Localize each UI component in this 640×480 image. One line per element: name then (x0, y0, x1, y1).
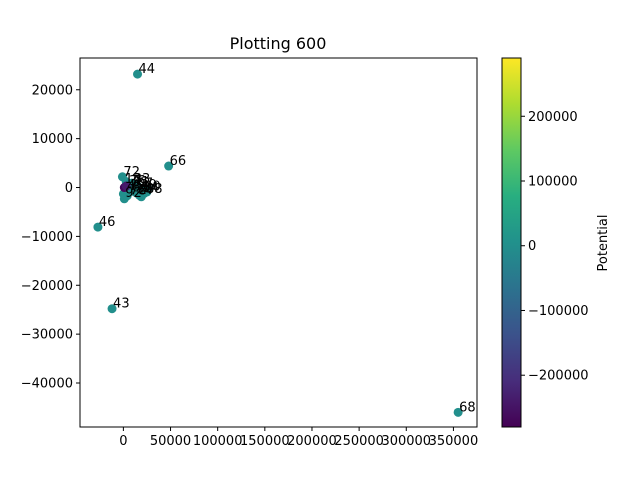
data-point (142, 187, 152, 197)
y-tick-label: −10000 (21, 230, 73, 245)
point-label: 44 (139, 62, 156, 77)
x-axis: 0 50000 1000001500002000002500003000003500… (119, 427, 478, 449)
colorbar-tick-label: 100000 (528, 175, 578, 190)
y-tick-label: −30000 (21, 328, 73, 343)
colorbar-tick-label: 200000 (528, 110, 578, 125)
point-label: 66 (170, 154, 187, 169)
data-point (133, 69, 143, 79)
cluster-point-label: 33 (134, 172, 151, 187)
colorbar-tick-label: 0 (528, 239, 536, 254)
data-point (131, 182, 141, 192)
cluster-point-label: 29 (140, 178, 157, 193)
cluster-point-label: 54 (142, 181, 159, 196)
data-point (453, 407, 463, 417)
chart-title: Plotting 600 (230, 34, 327, 53)
x-tick-label: 300000 (381, 434, 431, 449)
cluster-point-label: 78 (130, 183, 147, 198)
y-tick-label: 0 (65, 181, 73, 196)
data-point (93, 222, 103, 232)
point-label: 43 (113, 297, 130, 312)
plot-area-frame (79, 57, 478, 428)
cluster-point-label: 92 (125, 186, 142, 201)
data-point (122, 191, 132, 201)
cluster-point-label: 57 (137, 177, 154, 192)
colorbar-tick-label: −100000 (528, 304, 589, 319)
colorbar-label: Potential (596, 215, 611, 272)
y-tick-label: 10000 (32, 132, 73, 147)
x-tick-label: 0 (119, 434, 127, 449)
x-tick-label: 200000 (287, 434, 337, 449)
point-label: 72 (123, 165, 140, 180)
cluster-point-label: 12 (125, 172, 142, 187)
cluster-point-label: 27 (138, 183, 155, 198)
point-labels-layer: 44 66 72 46 43 68 1236815729904563189227785433… (99, 62, 476, 415)
data-point (121, 181, 131, 191)
y-tick-label: 20000 (32, 83, 73, 98)
cluster-point-label: 63 (132, 180, 149, 195)
y-tick-label: −20000 (21, 279, 73, 294)
point-label: 68 (459, 400, 476, 415)
x-tick-label: 350000 (429, 434, 479, 449)
colorbar-axis: −200000 −100000 0 100000 200000 (521, 110, 589, 384)
data-point (107, 304, 117, 314)
cluster-point-label: 90 (144, 179, 161, 194)
cluster-point-label: 81 (133, 175, 150, 190)
data-point (164, 161, 174, 171)
cluster-point-label: 18 (136, 181, 153, 196)
point-label: 46 (99, 215, 116, 230)
cluster-point-label: 88 (146, 182, 163, 197)
cluster-point-label: 45 (127, 179, 144, 194)
colorbar (501, 57, 522, 428)
y-tick-label: −40000 (21, 377, 73, 392)
x-tick-label: 250000 (334, 434, 384, 449)
colorbar-tick-label: −200000 (528, 369, 589, 384)
x-tick-label: 150000 (240, 434, 290, 449)
x-tick-label: 100000 (193, 434, 243, 449)
points-layer (93, 69, 463, 417)
cluster-point-label: 36 (129, 174, 146, 189)
y-axis: −40000 −30000 −20000 −10000 0 10000 20000 (21, 83, 80, 392)
x-tick-label: 50000 (150, 434, 191, 449)
